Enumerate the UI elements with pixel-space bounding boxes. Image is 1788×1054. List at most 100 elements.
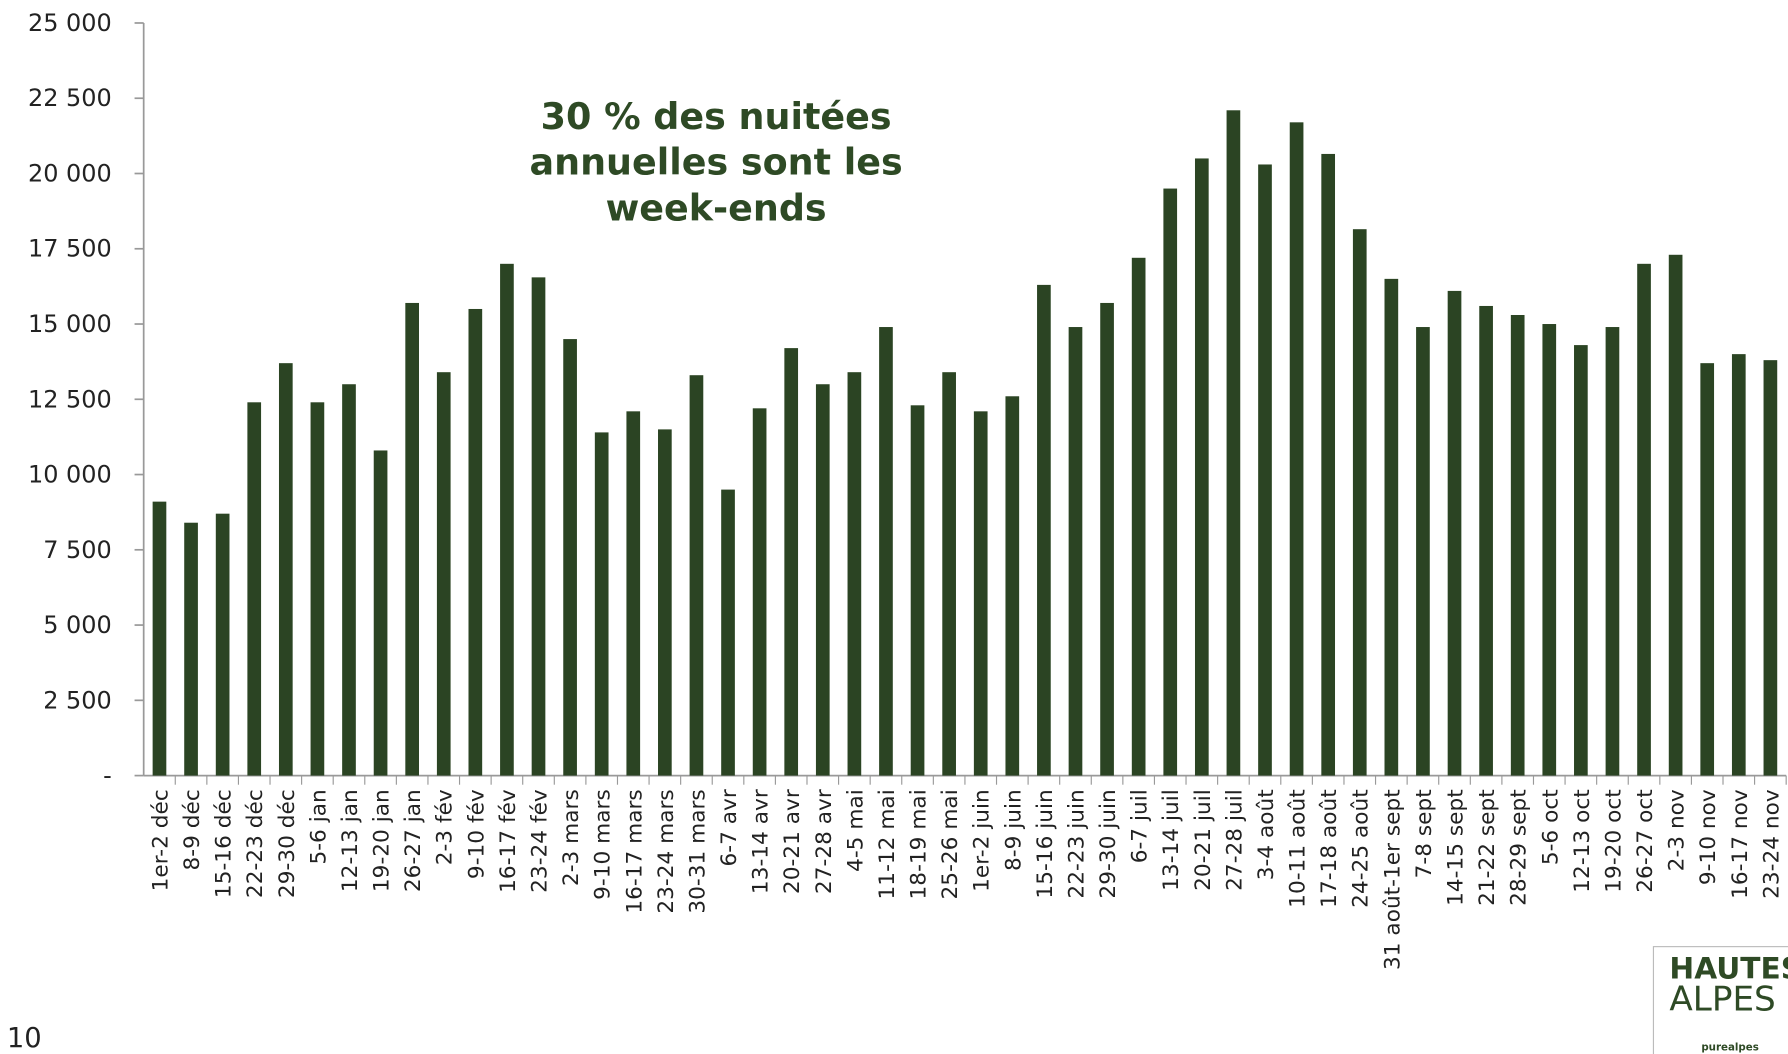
bar — [1352, 229, 1367, 776]
x-tick-label: 2-3 nov — [1665, 789, 1690, 871]
x-tick-label: 26-27 oct — [1633, 789, 1658, 892]
x-tick-label: 28-29 sept — [1507, 789, 1532, 906]
x-tick-label: 23-24 fév — [527, 789, 552, 893]
x-tick-label: 13-14 juil — [1159, 789, 1184, 891]
bar — [658, 429, 672, 776]
x-tick-label: 1er-2 juin — [970, 789, 995, 892]
bar — [689, 375, 704, 776]
bar — [1763, 360, 1778, 776]
x-tick-label: 13-14 avr — [749, 789, 774, 894]
bar — [1574, 345, 1588, 776]
logo-line2: ALPES — [1669, 979, 1775, 1019]
bar — [405, 302, 420, 776]
x-tick-label: 18-19 mai — [907, 789, 932, 899]
x-tick-label: 29-30 déc — [275, 789, 300, 898]
x-tick-label: 1er-2 déc — [148, 789, 173, 891]
bar — [784, 348, 799, 776]
y-tick-label: 7 500 — [43, 536, 112, 564]
bar — [1068, 327, 1083, 776]
x-tick-label: 6-7 juil — [1128, 789, 1153, 863]
y-tick-label: - — [103, 762, 112, 790]
bar — [973, 411, 988, 776]
bar — [1700, 363, 1715, 776]
x-tick-label: 23-24 mars — [654, 789, 679, 913]
x-tick-label: 14-15 sept — [1443, 789, 1468, 906]
y-tick-label: 22 500 — [28, 84, 112, 112]
x-tick-label: 29-30 juin — [1096, 789, 1121, 898]
bar — [247, 402, 262, 776]
bar — [278, 363, 293, 776]
bar — [310, 402, 325, 776]
bar — [1321, 153, 1336, 776]
bar — [1037, 284, 1051, 776]
x-tick-label: 20-21 juil — [1191, 789, 1216, 891]
x-tick-label: 20-21 avr — [780, 789, 805, 894]
bar — [1100, 302, 1114, 776]
bar — [531, 277, 546, 776]
x-tick-label: 26-27 jan — [401, 789, 426, 892]
bar — [1289, 122, 1304, 776]
x-tick-label: 27-28 avr — [812, 789, 837, 894]
bar — [942, 372, 956, 776]
page-number: 10 — [7, 1023, 42, 1054]
bar — [1258, 164, 1272, 776]
bar — [847, 372, 862, 776]
bar — [879, 327, 893, 776]
bar — [1416, 327, 1430, 776]
x-tick-label: 19-20 oct — [1601, 789, 1626, 892]
bar — [1447, 290, 1462, 776]
bar — [342, 384, 356, 776]
bar — [1226, 110, 1241, 776]
bar — [752, 408, 767, 776]
bar — [468, 308, 483, 776]
x-tick-label: 10-11 août — [1286, 789, 1311, 908]
y-tick-label: 10 000 — [28, 461, 112, 489]
bar — [594, 432, 609, 776]
x-tick-label: 2-3 fév — [433, 789, 458, 865]
y-tick-label: 2 500 — [43, 686, 112, 714]
x-tick-label: 22-23 déc — [243, 789, 268, 898]
x-tick-label: 9-10 nov — [1696, 789, 1721, 885]
bar — [815, 384, 830, 776]
x-tick-label: 16-17 fév — [496, 789, 521, 893]
logo-frame — [1652, 946, 1788, 1054]
bar — [1163, 188, 1178, 776]
logo-line1: HAUTES — [1669, 951, 1788, 986]
x-tick-label: 3-4 août — [1254, 789, 1279, 880]
bar — [1131, 257, 1146, 776]
x-tick-label: 16-17 mars — [622, 789, 647, 913]
logo: HAUTES ALPES purealpes — [1652, 946, 1788, 1054]
x-tick-label: 23-24 nov — [1759, 789, 1784, 899]
x-tick-label: 6-7 avr — [717, 789, 742, 866]
bar — [184, 522, 198, 776]
y-tick-label: 12 500 — [28, 385, 112, 413]
x-tick-label: 16-17 nov — [1728, 789, 1753, 899]
x-tick-label: 5-6 jan — [306, 789, 331, 864]
y-tick-label: 17 500 — [28, 235, 112, 263]
x-tick-label: 17-18 août — [1317, 789, 1342, 908]
annotation: week-ends — [606, 186, 827, 229]
bar — [721, 489, 735, 776]
bar — [436, 372, 451, 776]
x-tick-label: 24-25 août — [1349, 789, 1374, 908]
bar — [1605, 327, 1620, 776]
y-tick-label: 20 000 — [28, 159, 112, 187]
bar — [1637, 263, 1651, 776]
x-tick-label: 12-13 oct — [1570, 789, 1595, 892]
x-tick-label: 30-31 mars — [685, 789, 710, 913]
x-tick-label: 8-9 juin — [1001, 789, 1026, 871]
y-tick-label: 25 000 — [28, 9, 112, 37]
x-tick-label: 2-3 mars — [559, 789, 584, 886]
y-tick-label: 5 000 — [43, 611, 112, 639]
bar — [1668, 254, 1683, 776]
bar — [1194, 158, 1209, 776]
x-tick-label: 9-10 fév — [464, 789, 489, 879]
bar — [626, 411, 641, 776]
bar — [215, 513, 230, 776]
x-tick-label: 4-5 mai — [843, 789, 868, 872]
annotation: 30 % des nuitées — [541, 95, 892, 138]
x-tick-label: 9-10 mars — [591, 789, 616, 900]
x-tick-label: 27-28 juil — [1222, 789, 1247, 891]
